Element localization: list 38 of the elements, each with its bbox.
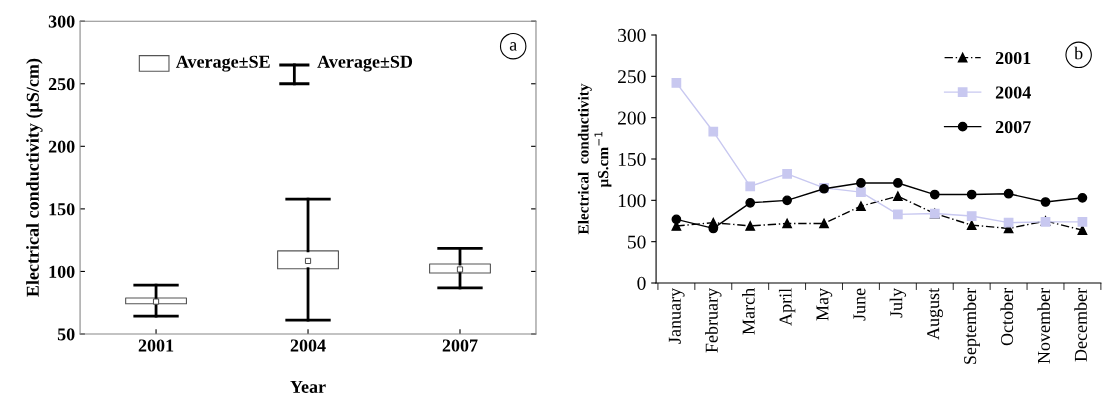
y-tick-label: 50: [628, 235, 646, 249]
x-tick-label: March: [742, 288, 755, 335]
y-tick-label: 200: [48, 140, 75, 153]
x-tick-label: October: [1000, 288, 1014, 346]
y-tick-label: 300: [48, 15, 75, 28]
y-axis-title: Electrical conductivity (µS/cm): [26, 58, 43, 297]
x-tick-label: June: [853, 288, 866, 321]
y-tick-label: 150: [618, 152, 646, 166]
annotation: a: [509, 42, 517, 51]
y-tick-label: 100: [49, 265, 75, 278]
y-tick-label: 100: [618, 194, 646, 208]
x-tick-label: January: [668, 287, 685, 344]
x-tick-label: February: [705, 287, 722, 353]
x-tick-label: May: [816, 287, 833, 321]
annotation: b: [1074, 46, 1083, 60]
x-tick-label: September: [963, 288, 980, 364]
x-tick-label: April: [778, 288, 796, 326]
legend-label: 2007: [995, 120, 1031, 134]
y-axis-title: Electrical conductivity µS.cm$^{−1}$: [577, 83, 612, 235]
annotation: Average±SE: [175, 55, 270, 72]
x-tick-label: August: [927, 287, 943, 340]
annotation: Average±SD: [317, 55, 413, 72]
x-tick-label: 2007: [442, 339, 478, 352]
x-tick-label: November: [1037, 288, 1051, 364]
x-tick-label: 2001: [138, 339, 174, 352]
x-axis-title: Year: [290, 380, 326, 393]
y-tick-label: 250: [618, 70, 646, 84]
x-tick-label: July: [889, 287, 907, 318]
y-tick-label: 0: [637, 276, 646, 290]
legend-label: 2004: [995, 86, 1031, 99]
y-tick-label: 50: [57, 328, 75, 341]
y-tick-label: 200: [618, 111, 646, 125]
legend-label: 2001: [995, 51, 1031, 65]
x-tick-label: 2004: [290, 339, 326, 352]
y-tick-label: 150: [49, 203, 75, 216]
y-tick-label: 300: [618, 28, 646, 42]
y-tick-label: 250: [48, 78, 75, 91]
x-tick-label: December: [1074, 288, 1087, 362]
